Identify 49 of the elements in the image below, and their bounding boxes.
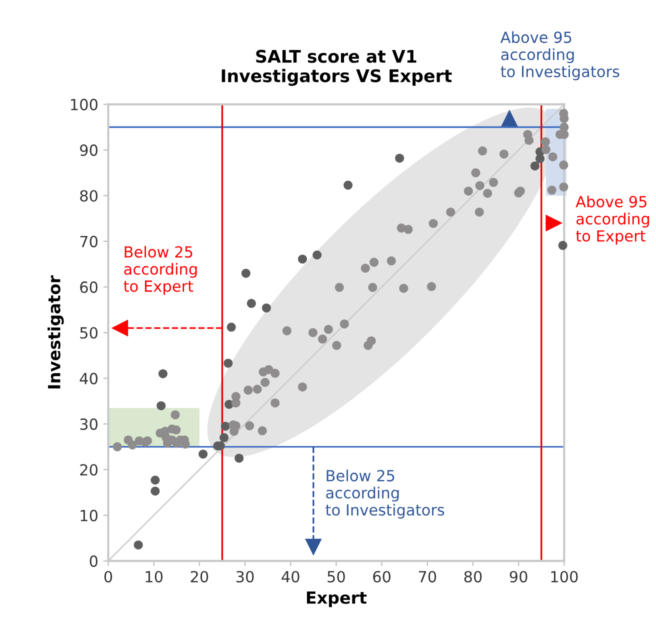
point <box>224 358 233 368</box>
y-tick-label: 100 <box>71 98 98 110</box>
point <box>156 401 166 410</box>
y-axis-title: Investigator <box>48 275 64 388</box>
point <box>150 486 160 496</box>
y-tick-label: 0 <box>90 555 98 567</box>
point <box>241 268 250 278</box>
point <box>158 369 168 378</box>
annotation: Below 25 according to Expert <box>124 246 197 295</box>
x-axis-title: Expert <box>306 592 367 608</box>
x-tick-label: 30 <box>236 570 254 582</box>
point <box>558 240 568 250</box>
point <box>312 250 322 260</box>
point <box>198 450 208 459</box>
y-tick-label: 40 <box>80 372 98 384</box>
y-tick-label: 30 <box>80 418 98 430</box>
x-tick-label: 0 <box>104 570 112 582</box>
point <box>344 180 353 190</box>
x-tick-label: 90 <box>510 570 528 582</box>
point <box>298 254 307 264</box>
y-tick-label: 60 <box>80 281 98 293</box>
point <box>246 298 256 308</box>
y-tick-label: 80 <box>80 190 98 202</box>
y-tick-label: 20 <box>80 464 98 476</box>
x-tick-label: 60 <box>373 570 390 582</box>
chart-title: SALT score at V1 Investigators VS Expert <box>222 50 452 86</box>
x-tick-label: 80 <box>464 570 482 582</box>
y-tick-label: 70 <box>80 236 98 248</box>
point <box>134 540 143 550</box>
point <box>234 454 244 463</box>
x-tick-label: 70 <box>418 570 436 582</box>
y-tick-label: 10 <box>80 510 98 522</box>
y-tick-label: 50 <box>80 327 98 339</box>
point <box>395 154 404 163</box>
point <box>150 476 160 485</box>
x-tick-label: 20 <box>190 570 208 582</box>
x-tick-label: 10 <box>146 570 163 582</box>
x-tick-label: 100 <box>551 570 578 582</box>
point <box>220 422 230 431</box>
point <box>226 322 236 332</box>
y-tick-label: 90 <box>80 144 98 156</box>
text: Above 95 according to Investigators <box>500 31 620 80</box>
point <box>220 433 229 442</box>
text: Above 95 according to Expert <box>576 196 650 245</box>
point <box>262 303 271 312</box>
annotation: Below 25 according to Investigators <box>326 470 444 519</box>
x-tick-label: 40 <box>282 570 300 582</box>
point <box>530 161 540 170</box>
x-tick-label: 50 <box>328 570 345 582</box>
